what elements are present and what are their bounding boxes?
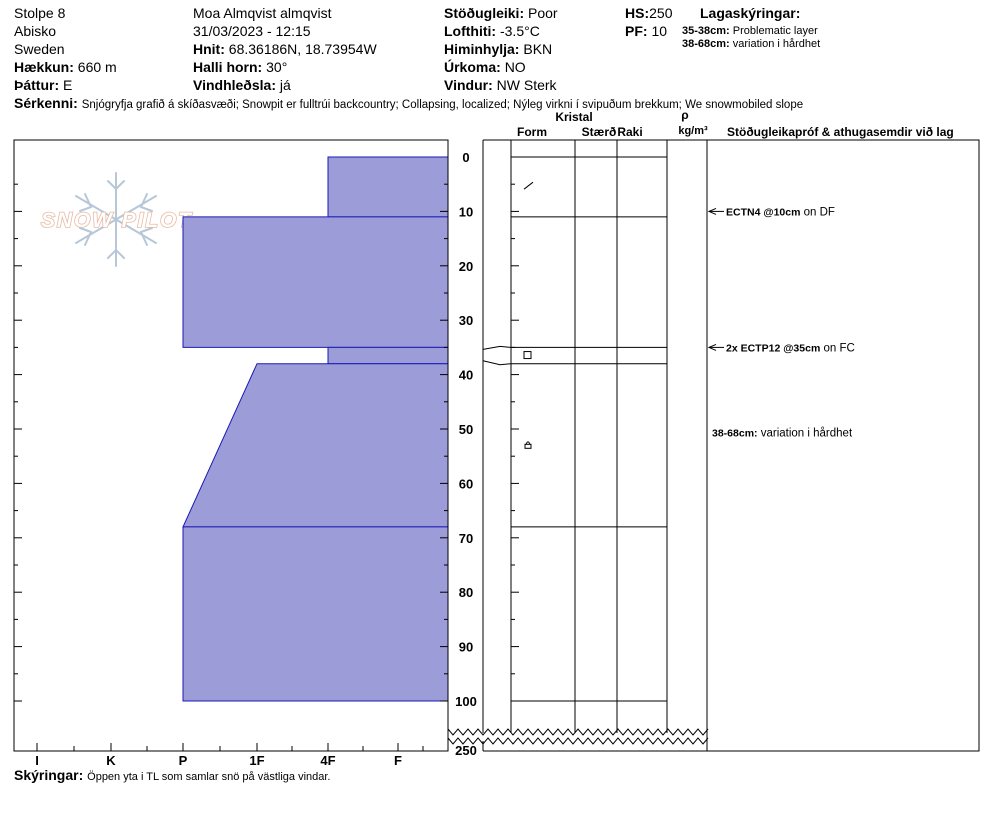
stability-test-text: ECTN4 @10cm on DF — [726, 206, 835, 218]
hardness-plot-frame — [13, 139, 449, 752]
total-snow-height: HS:250 — [625, 5, 673, 21]
snow-profile-chart: SNOW PILOT I K P 1F 4F F 0 10 20 30 40 50 60 70 80 90 1… — [13, 108, 980, 768]
depth-tick-label: 40 — [459, 368, 473, 383]
hardness-layer — [182, 216, 449, 348]
elevation: Hækkun: 660 m — [14, 59, 117, 75]
depth-axis: 0 10 20 30 40 50 60 70 80 90 100 250 — [14, 150, 519, 758]
moisture-header: Raki — [617, 125, 642, 139]
pit-name: Stolpe 8 — [14, 5, 66, 21]
wind: Vindur: NW Sterk — [444, 77, 557, 93]
layer-comment: 38-68cm: variation i hårdhet — [712, 427, 853, 439]
stability-test: 2x ECTP12 @35cm on FC — [707, 342, 855, 354]
depth-tick-label: 70 — [459, 531, 473, 546]
layer-connector — [482, 345, 512, 350]
zigzag-line — [447, 728, 709, 736]
depth-tick-label: 10 — [459, 204, 473, 219]
observer: Moa Almqvist almqvist — [193, 5, 332, 21]
stability-test-layer: on FC — [820, 342, 855, 354]
coordinates: Hnit: 68.36186N, 18.73954W — [193, 41, 377, 57]
depth-tick-label: 20 — [459, 259, 473, 274]
arrow-head — [707, 207, 717, 215]
crystal-table — [482, 139, 708, 752]
depth-tick-label: 30 — [459, 313, 473, 328]
depth-tick-label: 0 — [462, 150, 469, 165]
stability-test-layer: on DF — [800, 206, 835, 218]
features: Sérkenni: Snjógryfja grafið á skíðasvæði… — [14, 95, 804, 111]
hardness-tick-label: 4F — [320, 753, 335, 768]
hardness-tick-label: 1F — [249, 753, 264, 768]
layer-comment-range: 38-68cm: — [712, 427, 758, 439]
hardness-layers — [182, 156, 449, 702]
logo-text: SNOW PILOT — [41, 209, 193, 232]
grain-symbols — [523, 181, 534, 449]
footer-notes: Skýringar: Öppen yta i TL som samlar snö… — [14, 767, 331, 783]
arrow-head — [707, 343, 717, 351]
stability-tests: ECTN4 @10cm on DF 2x ECTP12 @35cm on FC 38… — [707, 206, 855, 439]
precipitation: Úrkoma: NO — [444, 59, 526, 75]
snowflake-icon — [75, 172, 157, 267]
penetration-foot: PF: 10 — [625, 23, 668, 39]
country-name: Sweden — [14, 41, 65, 57]
slope-angle: Halli horn: 30° — [193, 59, 288, 75]
hardness-tick-label: I — [35, 753, 39, 768]
grain-symbol-df — [523, 181, 534, 190]
air-temperature: Lofthiti: -3.5°C — [444, 23, 540, 39]
stability-test-text: 2x ECTP12 @35cm on FC — [726, 342, 855, 354]
depth-tick-label: 90 — [459, 640, 473, 655]
grain-symbol-fcxr — [524, 441, 532, 449]
hardness-layer — [327, 156, 449, 218]
stability: Stöðugleiki: Poor — [444, 5, 558, 21]
grain-symbol-fc — [523, 351, 532, 360]
depth-tick-label: 50 — [459, 422, 473, 437]
layer-note: 35-38cm: Problematic layer — [682, 25, 818, 37]
crystal-header: Kristal — [555, 110, 592, 124]
layer-note: 38-68cm: variation i hårdhet — [682, 38, 821, 50]
hardness-layer — [327, 346, 449, 365]
sky-cover: Himinhylja: BKN — [444, 41, 553, 57]
aspect: Þáttur: E — [14, 77, 73, 93]
depth-tick-label: 80 — [459, 585, 473, 600]
layer-connector — [482, 360, 512, 366]
layer-comment-text: variation i hårdhet — [758, 427, 853, 439]
datetime: 31/03/2023 - 12:15 — [193, 23, 311, 39]
depth-tick-label: 100 — [455, 694, 477, 709]
zigzag-icon — [447, 728, 709, 745]
hardness-tick-label: P — [179, 753, 188, 768]
depth-bottom-label: 250 — [455, 743, 477, 758]
hardness-tick-label: F — [394, 753, 402, 768]
stability-test-code: ECTN4 @10cm — [726, 206, 800, 218]
hardness-tick-label: K — [106, 753, 116, 768]
depth-tick-label: 60 — [459, 476, 473, 491]
hardness-layer — [182, 526, 449, 702]
form-header: Form — [517, 125, 547, 139]
layer-rows — [482, 156, 667, 702]
stability-test: ECTN4 @10cm on DF — [707, 206, 835, 218]
hardness-layer — [182, 363, 449, 528]
density-rho-header: ρ — [681, 108, 688, 122]
zigzag-line — [447, 737, 709, 745]
density-unit-header: kg/m³ — [678, 125, 708, 137]
stability-test-code: 2x ECTP12 @35cm — [726, 342, 820, 354]
layer-notes-title: Lagaskýringar: — [700, 5, 801, 21]
stability-header: Stöðugleikapróf & athugasemdir við lag — [727, 125, 954, 139]
area-name: Abisko — [14, 23, 57, 39]
size-header: Stærð — [582, 125, 617, 139]
wind-loading: Vindhleðsla: já — [193, 77, 291, 93]
stability-panel-frame — [706, 139, 980, 752]
snowpilot-logo: SNOW PILOT — [40, 172, 194, 267]
hardness-axis: I K P 1F 4F F — [35, 743, 424, 768]
